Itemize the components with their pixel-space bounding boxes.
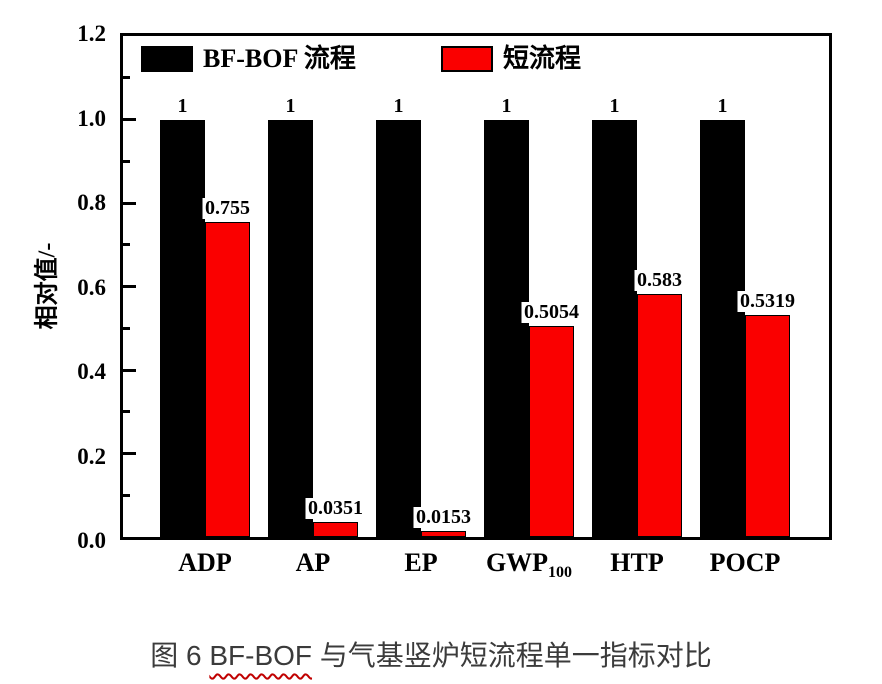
minor-tick-y (123, 493, 130, 497)
bar-short-pocp (745, 314, 790, 537)
bar-value-label-short-pocp: 0.5319 (737, 290, 798, 312)
bar-bf-bof-pocp (700, 119, 745, 537)
bar-short-ep (421, 530, 466, 537)
legend-swatch-black (141, 46, 193, 72)
bar-value-label-bf-bof-gwp: 1 (498, 95, 515, 117)
major-tick-y (123, 285, 136, 288)
y-tick-label-0.4: 0.4 (77, 359, 106, 384)
minor-tick-y (123, 326, 130, 330)
bar-value-label-short-gwp: 0.5054 (521, 302, 582, 323)
bar-bf-bof-ap (268, 119, 313, 537)
y-tick-label-0.8: 0.8 (77, 190, 106, 215)
minor-tick-y (123, 243, 130, 247)
x-category-subscript: 100 (548, 564, 573, 581)
bars-layer: 1 0.755 1 0.0351 1 0.0153 1 0.5054 1 0.583 1 0.5319 (123, 36, 829, 537)
major-tick-y (123, 118, 136, 121)
x-category-label-ap: AP (243, 548, 383, 578)
bar-value-label-bf-bof-pocp: 1 (714, 95, 731, 117)
caption-spellcheck-underlined: BF-BOF (209, 640, 313, 671)
legend-item-bf-bof: BF-BOF 流程 (141, 46, 356, 72)
bar-value-label-short-adp: 0.755 (202, 197, 253, 219)
legend-swatch-red (441, 46, 493, 72)
bar-bf-bof-ep (376, 119, 421, 537)
bar-value-label-bf-bof-htp: 1 (606, 95, 623, 117)
bar-bf-bof-gwp (484, 119, 529, 537)
minor-tick-y (123, 410, 130, 414)
x-category-label-pocp: POCP (675, 548, 815, 578)
x-category-text: EP (404, 548, 438, 577)
x-category-label-adp: ADP (135, 548, 275, 578)
bar-bf-bof-adp (160, 119, 205, 537)
bar-value-label-short-ap: 0.0351 (305, 498, 366, 520)
legend-label-short: 短流程 (503, 44, 582, 73)
x-category-text: AP (295, 548, 331, 577)
x-category-text: POCP (709, 548, 781, 577)
y-tick-label-0.6: 0.6 (77, 274, 106, 300)
y-tick-label-1.2: 1.2 (77, 21, 106, 46)
major-tick-y (123, 452, 136, 455)
caption-suffix: 与气基竖炉短流程单一指标对比 (312, 640, 712, 671)
figure-caption: 图 6 BF-BOF 与气基竖炉短流程单一指标对比 (0, 634, 862, 674)
x-category-text: HTP (610, 548, 664, 577)
y-tick-label-0.2: 0.2 (77, 443, 106, 469)
x-category-label-gwp: GWP100 (459, 548, 599, 582)
legend-item-short: 短流程 (441, 46, 581, 72)
legend-label-bf-bof: BF-BOF 流程 (203, 44, 356, 73)
x-category-label-ep: EP (351, 548, 491, 578)
bar-bf-bof-htp (592, 119, 637, 537)
bar-short-htp (637, 293, 682, 537)
minor-tick-y (123, 76, 130, 80)
bar-value-label-bf-bof-adp: 1 (174, 95, 191, 117)
major-tick-y (123, 201, 136, 205)
bar-value-label-bf-bof-ap: 1 (282, 95, 299, 117)
x-category-text: ADP (178, 548, 232, 577)
bar-value-label-short-ep: 0.0153 (413, 506, 474, 528)
bar-value-label-short-htp: 0.583 (634, 269, 685, 291)
y-tick-label-1.0: 1.0 (77, 105, 106, 131)
minor-tick-y (123, 159, 130, 163)
x-category-label-htp: HTP (567, 548, 707, 578)
y-tick-label-0.0: 0.0 (77, 528, 106, 553)
bar-short-gwp (529, 326, 574, 537)
bar-value-label-bf-bof-ep: 1 (390, 95, 407, 117)
bar-short-ap (313, 522, 358, 537)
bar-short-adp (205, 221, 250, 537)
caption-prefix: 图 6 (150, 640, 210, 671)
x-category-text: GWP (485, 548, 549, 577)
major-tick-y (123, 368, 136, 372)
plot-area: 1 0.755 1 0.0351 1 0.0153 1 0.5054 1 0.583 1 0.5319… (120, 33, 832, 540)
